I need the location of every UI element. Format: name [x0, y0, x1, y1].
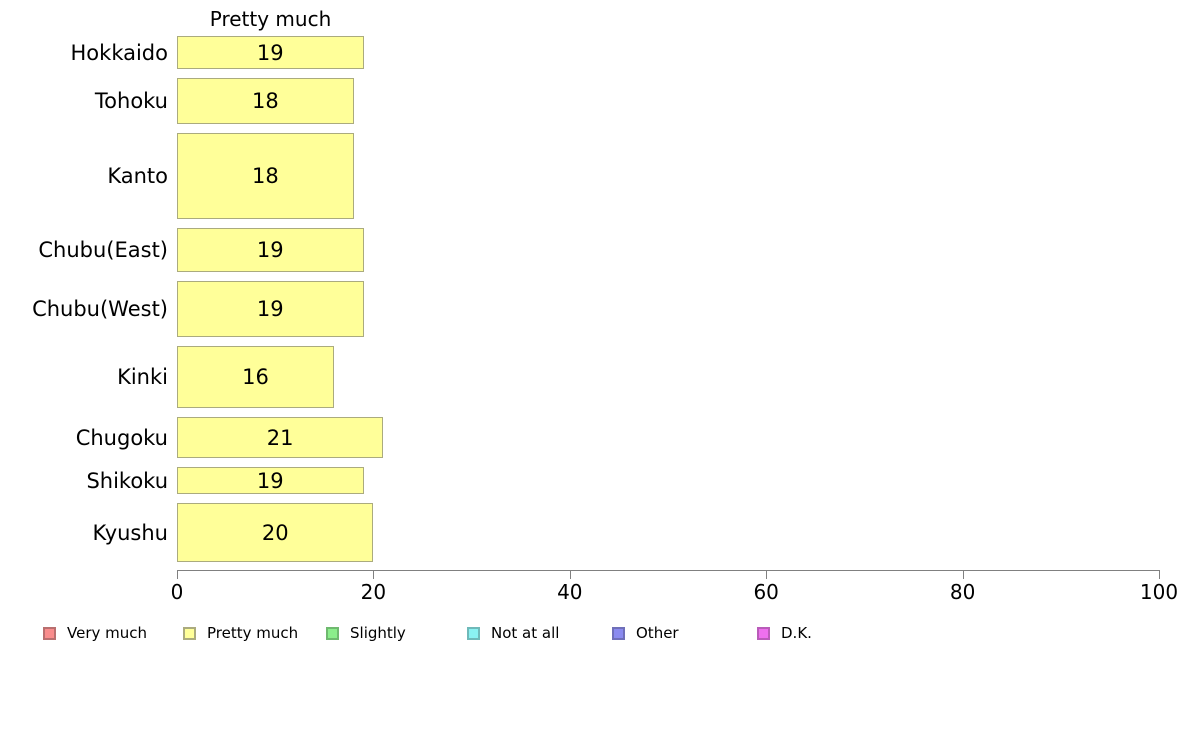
legend-item: Pretty much	[183, 624, 298, 642]
axis-tick-label: 80	[923, 580, 1003, 604]
category-label: Kanto	[0, 133, 168, 219]
legend-label: Slightly	[350, 624, 406, 642]
category-label: Kyushu	[0, 503, 168, 562]
axis-tick-label: 0	[137, 580, 217, 604]
axis-tick	[373, 571, 374, 579]
bar: 18	[177, 78, 354, 124]
category-label: Chubu(East)	[0, 228, 168, 272]
category-label: Tohoku	[0, 78, 168, 124]
legend-item: Not at all	[467, 624, 559, 642]
legend-swatch	[326, 627, 339, 640]
legend-label: Other	[636, 624, 679, 642]
chart-title: Pretty much	[177, 7, 364, 31]
axis-tick-label: 100	[1119, 580, 1188, 604]
axis-tick	[766, 571, 767, 579]
legend-swatch	[757, 627, 770, 640]
chart-canvas: Pretty much Hokkaido 19 Tohoku 18 Kanto 18 Chu…	[0, 0, 1188, 736]
category-label: Chugoku	[0, 417, 168, 458]
axis-tick	[1159, 571, 1160, 579]
legend-item: Very much	[43, 624, 147, 642]
bar-value-label: 20	[262, 521, 289, 545]
bar: 18	[177, 133, 354, 219]
bar-value-label: 18	[252, 89, 279, 113]
legend-item: D.K.	[757, 624, 812, 642]
category-label: Hokkaido	[0, 36, 168, 69]
bar-value-label: 19	[257, 238, 284, 262]
axis-tick	[177, 571, 178, 579]
bar: 19	[177, 467, 364, 494]
axis-tick-label: 40	[530, 580, 610, 604]
legend-item: Slightly	[326, 624, 406, 642]
bar-value-label: 19	[257, 41, 284, 65]
legend-swatch	[183, 627, 196, 640]
axis-tick	[963, 571, 964, 579]
bar-value-label: 19	[257, 469, 284, 493]
bar: 16	[177, 346, 334, 408]
axis-tick	[570, 571, 571, 579]
bar: 19	[177, 228, 364, 272]
legend-swatch	[43, 627, 56, 640]
legend-label: Pretty much	[207, 624, 298, 642]
legend-label: Very much	[67, 624, 147, 642]
category-label: Kinki	[0, 346, 168, 408]
axis-tick-label: 60	[726, 580, 806, 604]
category-label: Shikoku	[0, 467, 168, 494]
legend-label: Not at all	[491, 624, 559, 642]
legend-item: Other	[612, 624, 679, 642]
legend-swatch	[467, 627, 480, 640]
bar-value-label: 18	[252, 164, 279, 188]
legend-label: D.K.	[781, 624, 812, 642]
bar-value-label: 19	[257, 297, 284, 321]
bar: 19	[177, 281, 364, 337]
category-label: Chubu(West)	[0, 281, 168, 337]
x-axis-line	[177, 570, 1160, 571]
bar: 20	[177, 503, 373, 562]
bar-value-label: 21	[267, 426, 294, 450]
bar: 19	[177, 36, 364, 69]
bar-value-label: 16	[242, 365, 269, 389]
axis-tick-label: 20	[333, 580, 413, 604]
bar: 21	[177, 417, 383, 458]
legend-swatch	[612, 627, 625, 640]
